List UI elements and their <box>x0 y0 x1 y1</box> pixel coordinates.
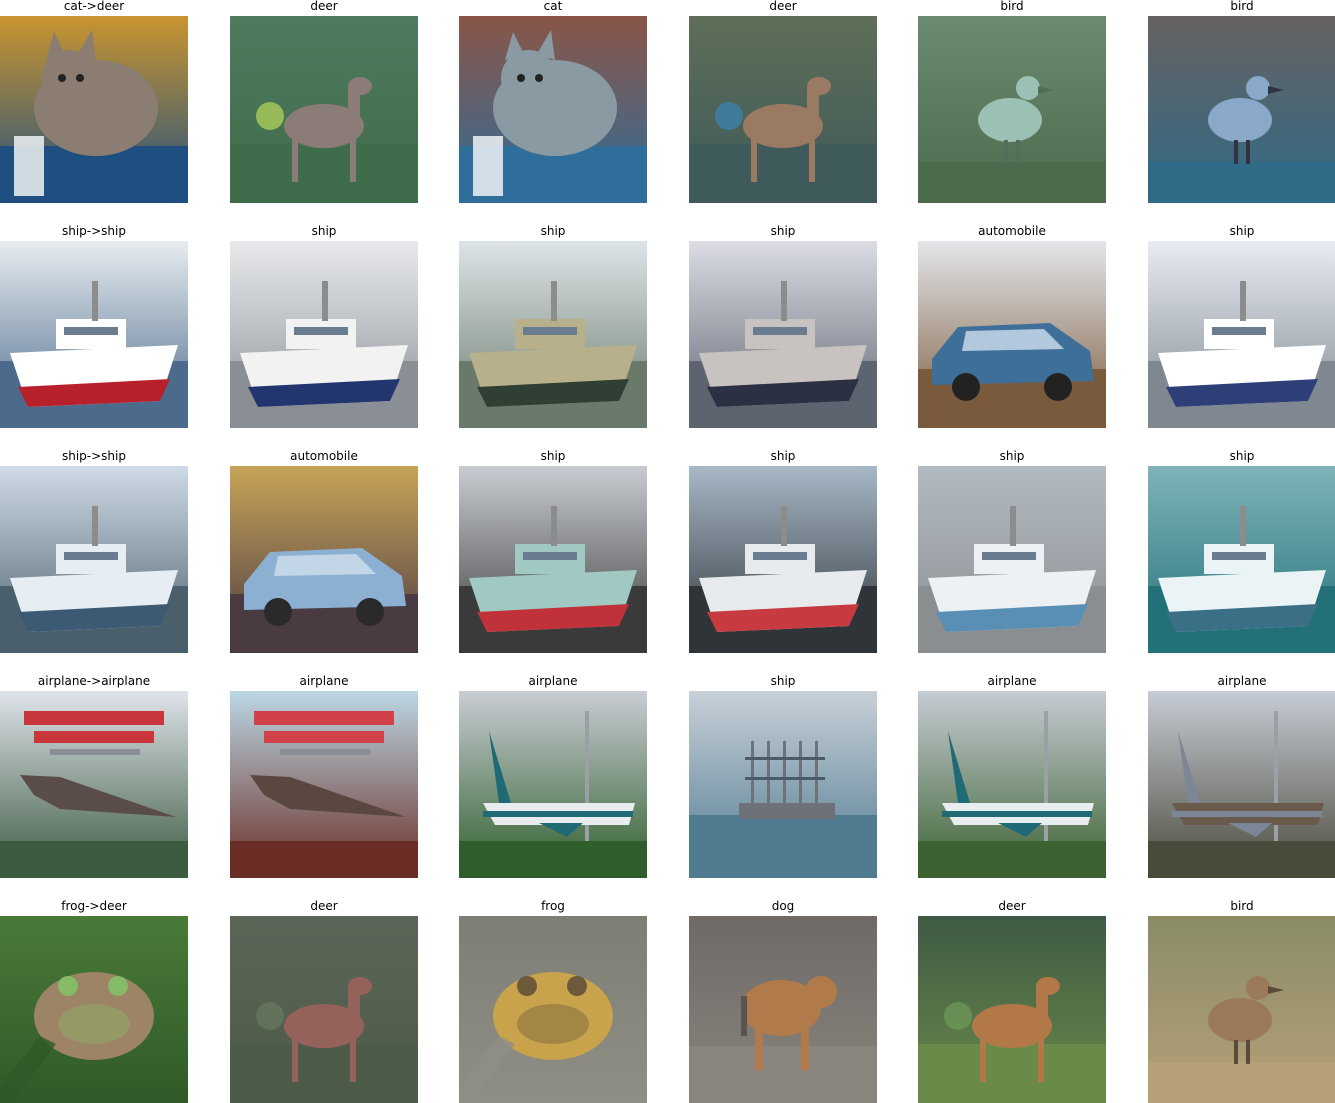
cell-title: ship <box>770 449 796 463</box>
grid-cell: automobile <box>230 449 418 653</box>
grid-cell: ship <box>1148 449 1335 653</box>
grid-cell: ship <box>1148 224 1335 428</box>
cell-title: ship <box>770 224 796 238</box>
thumbnail-image <box>689 241 877 428</box>
cell-title: automobile <box>290 449 358 463</box>
grid-cell: deer <box>230 899 418 1103</box>
cell-title: airplane <box>1217 674 1267 688</box>
thumbnail-image <box>0 466 188 653</box>
thumbnail-image <box>0 16 188 203</box>
grid-cell: airplane <box>918 674 1106 878</box>
cell-title: airplane <box>299 674 349 688</box>
cell-title: ship <box>540 449 566 463</box>
cell-title: cat->deer <box>63 0 125 13</box>
cell-title: automobile <box>978 224 1046 238</box>
thumbnail-image <box>689 16 877 203</box>
thumbnail-image <box>918 466 1106 653</box>
grid-cell: dog <box>689 899 877 1103</box>
thumbnail-image <box>459 691 647 878</box>
thumbnail-image <box>918 241 1106 428</box>
cell-title: cat <box>543 0 563 13</box>
thumbnail-image <box>689 691 877 878</box>
thumbnail-image <box>1148 466 1335 653</box>
thumbnail-image <box>918 691 1106 878</box>
grid-cell: deer <box>918 899 1106 1103</box>
thumbnail-image <box>459 16 647 203</box>
grid-cell: airplane <box>459 674 647 878</box>
thumbnail-image <box>689 466 877 653</box>
grid-cell: ship <box>459 224 647 428</box>
grid-cell: frog <box>459 899 647 1103</box>
thumbnail-image <box>689 916 877 1103</box>
cell-title: ship <box>311 224 337 238</box>
thumbnail-image <box>0 241 188 428</box>
grid-cell: deer <box>230 0 418 203</box>
cell-title: deer <box>769 0 797 13</box>
thumbnail-image <box>230 466 418 653</box>
thumbnail-image <box>918 916 1106 1103</box>
thumbnail-image <box>230 241 418 428</box>
thumbnail-image <box>230 16 418 203</box>
grid-cell: airplane <box>230 674 418 878</box>
grid-cell: ship->ship <box>0 449 188 653</box>
cell-title: airplane <box>987 674 1037 688</box>
cell-title: deer <box>310 0 338 13</box>
grid-cell: cat->deer <box>0 0 188 203</box>
thumbnail-image <box>459 466 647 653</box>
cell-title: deer <box>998 899 1026 913</box>
cell-title: airplane->airplane <box>37 674 151 688</box>
grid-cell: bird <box>918 0 1106 203</box>
grid-cell: ship <box>459 449 647 653</box>
thumbnail-image <box>0 691 188 878</box>
thumbnail-image <box>230 691 418 878</box>
cell-title: bird <box>1230 899 1254 913</box>
grid-cell: bird <box>1148 899 1335 1103</box>
grid-cell: ship <box>689 449 877 653</box>
grid-cell: ship <box>230 224 418 428</box>
cell-title: bird <box>1000 0 1024 13</box>
thumbnail-image <box>918 16 1106 203</box>
grid-cell: ship <box>689 674 877 878</box>
grid-cell: frog->deer <box>0 899 188 1103</box>
thumbnail-image <box>1148 16 1335 203</box>
grid-cell: automobile <box>918 224 1106 428</box>
thumbnail-image <box>230 916 418 1103</box>
grid-cell: airplane->airplane <box>0 674 188 878</box>
thumbnail-image <box>1148 241 1335 428</box>
cell-title: ship <box>770 674 796 688</box>
cell-title: ship <box>999 449 1025 463</box>
thumbnail-image <box>459 241 647 428</box>
cell-title: frog <box>541 899 565 913</box>
cell-title: deer <box>310 899 338 913</box>
grid-cell: cat <box>459 0 647 203</box>
grid-cell: ship <box>689 224 877 428</box>
cell-title: dog <box>771 899 795 913</box>
cell-title: airplane <box>528 674 578 688</box>
cell-title: frog->deer <box>61 899 127 913</box>
thumbnail-image <box>459 916 647 1103</box>
thumbnail-image <box>1148 691 1335 878</box>
grid-cell: bird <box>1148 0 1335 203</box>
grid-cell: ship <box>918 449 1106 653</box>
cell-title: ship <box>1229 224 1255 238</box>
cell-title: ship->ship <box>61 449 126 463</box>
cell-title: ship->ship <box>61 224 126 238</box>
thumbnail-image <box>0 916 188 1103</box>
grid-cell: airplane <box>1148 674 1335 878</box>
grid-cell: deer <box>689 0 877 203</box>
grid-cell: ship->ship <box>0 224 188 428</box>
cell-title: ship <box>1229 449 1255 463</box>
cell-title: ship <box>540 224 566 238</box>
thumbnail-image <box>1148 916 1335 1103</box>
cell-title: bird <box>1230 0 1254 13</box>
